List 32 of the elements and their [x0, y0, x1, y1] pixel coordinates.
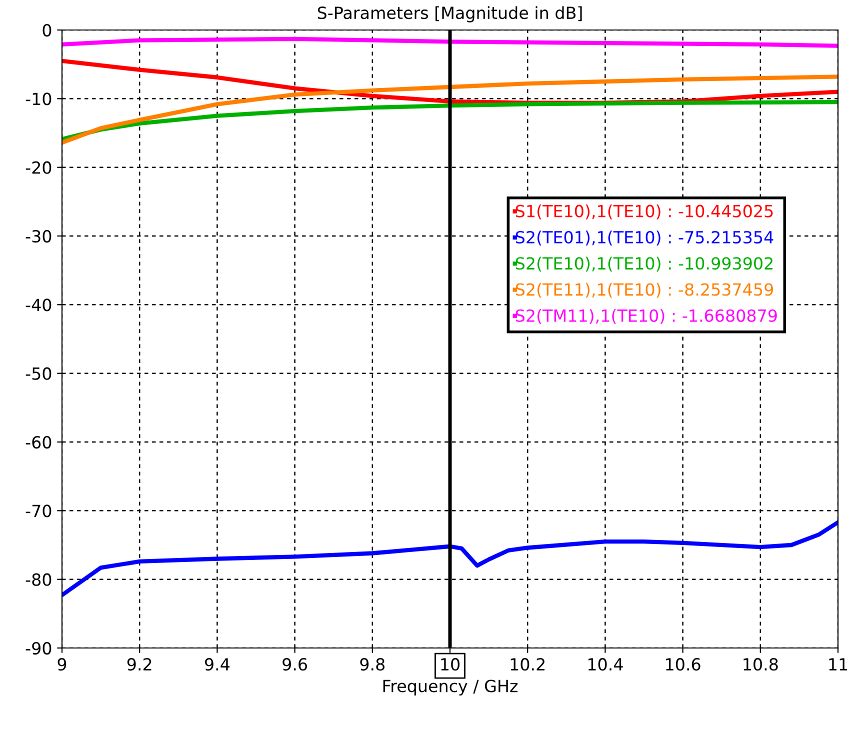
x-tick-label: 11	[829, 658, 848, 670]
line-series	[62, 36, 838, 48]
legend-label: S1(TE10),1(TE10) : -10.445025	[516, 204, 773, 220]
x-tick-label: 9.2	[127, 658, 152, 671]
x-tick-label: 10	[441, 658, 460, 671]
legend-label: S2(TE01),1(TE10) : -75.215354	[516, 230, 774, 246]
y-tick-label: -20	[26, 161, 52, 174]
x-tick-label: 9.8	[360, 658, 385, 671]
legend-label: S2(TE10),1(TE10) : -10.993902	[516, 256, 772, 272]
x-tick-label: 10.4	[588, 658, 623, 671]
y-tick-label: -50	[26, 367, 52, 380]
legend-label: S2(TM11),1(TE10) : -1.6680879	[516, 309, 777, 324]
x-tick-label: 9	[58, 658, 66, 671]
y-tick-label: 0	[42, 24, 52, 37]
line-series	[62, 520, 838, 598]
y-tick-label: -40	[26, 298, 52, 312]
y-tick-label: -10	[26, 92, 52, 106]
y-tick-label: -30	[26, 230, 52, 243]
y-tick-label: -70	[26, 504, 52, 518]
y-tick-label: -60	[26, 436, 52, 449]
y-tick-label: -90	[26, 642, 52, 655]
y-tick-label: -80	[26, 573, 52, 586]
legend-label: S2(TE11),1(TE10) : -8.2537459	[516, 282, 773, 298]
x-tick-label: 10.8	[744, 658, 778, 671]
line-series	[62, 74, 838, 145]
x-tick-label: 9.4	[204, 658, 230, 671]
x-tick-label: 10.6	[666, 658, 700, 671]
line-series	[62, 100, 838, 142]
x-tick-label: 9.6	[282, 658, 308, 671]
chart-title: S-Parameters [Magnitude in dB]	[318, 6, 582, 22]
x-tick-label: 10.2	[510, 658, 544, 671]
x-axis-title: Frequency / GHz	[383, 680, 518, 696]
